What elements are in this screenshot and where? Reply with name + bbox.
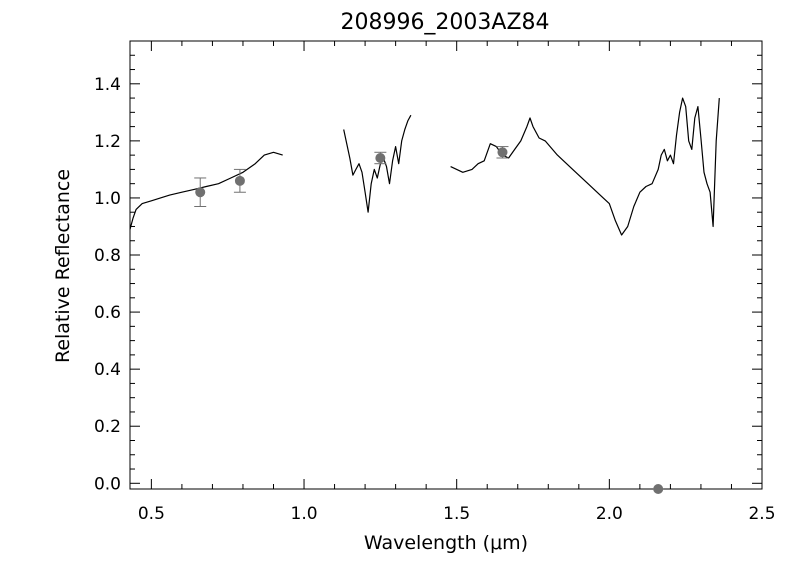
photometry-points xyxy=(194,146,664,494)
y-tick-label: 0.8 xyxy=(94,246,121,266)
y-axis-label: Relative Reflectance xyxy=(52,169,74,363)
photometry-point xyxy=(195,187,206,198)
y-tick-label: 0.2 xyxy=(94,417,121,437)
x-tick-labels: 0.5 1.0 1.5 2.0 2.5 xyxy=(138,504,776,524)
y-tick-labels: 0.0 0.2 0.4 0.6 0.8 1.0 1.2 1.4 xyxy=(94,75,121,494)
x-tick-label: 0.5 xyxy=(138,504,165,524)
y-tick-label: 1.4 xyxy=(94,75,121,95)
photometry-point xyxy=(653,484,664,494)
spectrum-segment xyxy=(450,97,720,236)
chart-title: 208996_2003AZ84 xyxy=(340,10,549,35)
y-tick-label: 0.6 xyxy=(94,303,121,323)
photometry-point xyxy=(497,147,508,158)
x-tick-label: 2.5 xyxy=(748,504,775,524)
spectrum-lines xyxy=(129,97,720,236)
spectrum-segment xyxy=(343,114,412,213)
y-tick-label: 1.2 xyxy=(94,132,121,152)
x-axis-label: Wavelength (μm) xyxy=(364,532,528,554)
x-tick-label: 2.0 xyxy=(596,504,623,524)
photometry-point xyxy=(234,175,245,186)
spectrum-segment xyxy=(129,151,283,230)
y-tick-label: 1.0 xyxy=(94,189,121,209)
axis-ticks xyxy=(130,41,763,489)
photometry-point xyxy=(375,152,386,163)
x-tick-label: 1.5 xyxy=(443,504,470,524)
y-tick-label: 0.0 xyxy=(94,474,121,494)
x-tick-label: 1.0 xyxy=(291,504,318,524)
y-tick-label: 0.4 xyxy=(94,360,121,380)
plot-frame xyxy=(129,40,763,490)
